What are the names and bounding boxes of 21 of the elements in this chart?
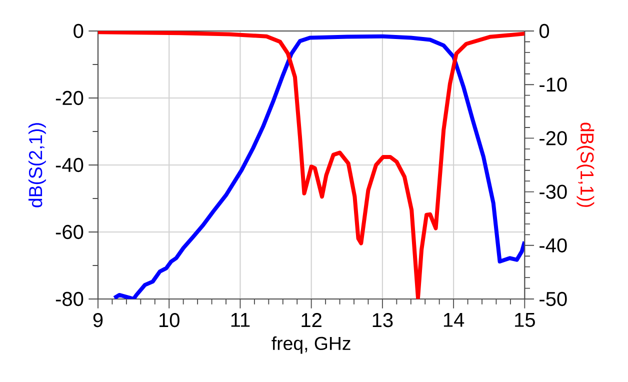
x-tick-label: 9: [93, 313, 103, 328]
x-axis-title: freq, GHz: [272, 336, 350, 354]
y2-axis-title: dB(S(1,1)): [576, 122, 594, 207]
y2-tick-label: -50: [540, 292, 567, 306]
y2-tick-label: 0: [539, 24, 550, 38]
y2-tick-label: -30: [540, 184, 567, 199]
y-axis-title: dB(S(2,1)): [28, 123, 46, 208]
x-tick-label: 10: [160, 313, 180, 328]
x-tick-label: 15: [515, 313, 535, 327]
y-tick-label: -80: [56, 292, 84, 306]
x-tick-label: 11: [231, 313, 250, 327]
y-tick-label: 0: [74, 24, 84, 38]
x-tick-label: 12: [302, 313, 322, 328]
y-tick-label: -60: [56, 224, 84, 240]
x-tick-label: 14: [444, 313, 464, 327]
y-tick-label: -20: [56, 90, 84, 106]
x-tick-label: 13: [372, 313, 393, 328]
y2-tick-label: -40: [540, 238, 567, 252]
y-tick-label: -40: [56, 158, 84, 172]
y2-tick-label: -10: [540, 78, 567, 92]
y2-tick-label: -20: [540, 131, 567, 146]
